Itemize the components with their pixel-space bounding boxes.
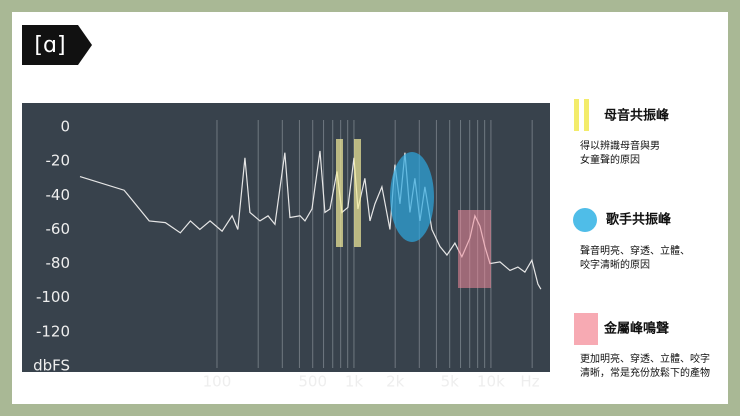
y-tick-label: -20: [46, 152, 71, 170]
plot: 0 -20 -40 -60 -80 -100 -120 dbFS 100 500 1k 2k 5k 10k…: [33, 118, 542, 391]
x-tick-label: 500: [298, 373, 327, 391]
y-axis-label: dbFS: [33, 357, 70, 375]
legend-label: 歌手共振峰: [606, 212, 672, 228]
x-tick-label: 5k: [441, 373, 460, 391]
legend-label: 金屬峰鳴聲: [603, 321, 669, 337]
legend-label: 母音共振峰: [604, 108, 670, 124]
legend-icon: [574, 313, 598, 345]
highlight-singer: [390, 152, 434, 242]
legend-text: 更加明亮、穿透、立體、咬字: [580, 352, 710, 365]
y-tick-label: -100: [36, 288, 70, 306]
legend-text: 清晰，常是充份放鬆下的產物: [580, 366, 710, 379]
highlight-vowel: [336, 139, 343, 247]
y-tick-label: -60: [46, 220, 71, 238]
legend-icon: [574, 99, 579, 131]
legend-text: 聲音明亮、穿透、立體、: [580, 244, 690, 257]
highlight-vowel: [354, 139, 361, 247]
x-tick-label: 10k: [477, 373, 505, 391]
tag: [ɑ]: [34, 33, 65, 58]
legend-text: 得以辨識母音與男: [580, 139, 660, 152]
x-tick-label: 2k: [386, 373, 405, 391]
legend-text: 女童聲的原因: [580, 153, 640, 166]
y-tick-label: -120: [36, 322, 70, 340]
x-axis-label: Hz: [520, 373, 539, 391]
y-tick-label: 0: [60, 118, 70, 136]
x-tick-label: 1k: [345, 373, 364, 391]
y-tick-label: -80: [46, 254, 71, 272]
highlight-metal: [458, 210, 491, 288]
tag-shape: [22, 25, 92, 65]
legend-icon: [584, 99, 589, 131]
legend-text: 咬字清晰的原因: [580, 258, 650, 271]
y-tick-label: -40: [46, 186, 71, 204]
highlights: [336, 139, 491, 288]
legend-icon: [573, 208, 597, 232]
legend: 母音共振峰 得以辨識母音與男 女童聲的原因 歌手共振峰 聲音明亮、穿透、立體、 …: [573, 99, 710, 379]
x-tick-label: 100: [203, 373, 232, 391]
